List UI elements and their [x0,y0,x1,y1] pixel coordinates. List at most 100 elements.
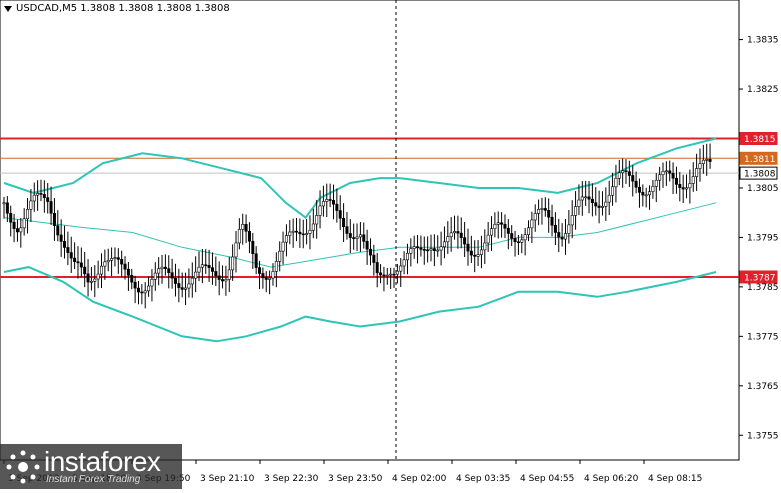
candle [173,263,177,297]
candle-body [483,242,487,251]
candle [247,222,251,254]
candle-body [9,212,13,223]
candle [600,191,604,216]
candle [617,159,621,186]
candle-body [405,252,409,261]
candle [288,220,292,245]
candle-body [321,201,325,207]
candle [513,230,517,257]
candle [486,221,490,252]
candle [402,251,406,275]
candle [446,221,450,254]
candle-body [126,268,130,276]
candle-body [550,216,554,226]
candle-body [194,271,198,279]
logo-tagline: Instant Forex Trading [46,474,141,485]
candle-body [143,290,147,294]
candle-body [553,225,557,233]
candle [355,223,359,252]
candle [574,191,578,230]
candle [611,172,615,206]
candle [207,249,211,282]
candle-body [671,173,675,179]
candle-body [557,232,561,238]
candle [627,160,631,187]
candle-body [627,171,631,176]
candle [184,272,188,306]
candle-body [584,196,588,199]
candle [345,211,349,240]
candle-body [590,198,594,204]
candle [325,183,329,218]
time-tick-label: 3 Sep 22:30 [264,474,319,484]
candle-body [641,192,645,196]
candle-body [103,261,107,267]
candle-body [59,234,63,242]
candle-body [116,257,120,260]
candle-body [674,177,678,185]
bollinger-upper-band [3,137,717,219]
candle-body [190,277,194,285]
candle [73,242,77,270]
candle-body [39,193,43,195]
candle [372,244,376,276]
collapse-triangle-icon[interactable] [4,5,12,12]
candle [321,185,325,217]
candle [641,184,645,207]
candle [46,183,50,214]
candle-body [449,232,453,237]
candle [258,260,262,290]
candle [274,252,278,288]
candle [516,234,520,256]
candle-body [490,228,494,236]
candle [590,183,594,217]
candle [268,270,272,295]
candle [32,182,36,212]
price-marker-box [739,151,778,165]
candle-body [29,200,33,210]
candle-body [163,266,167,269]
candle [399,258,403,287]
candle [654,173,658,203]
candle-body [419,247,423,250]
candle [204,249,208,274]
candle-body [244,224,248,232]
candle-body [113,257,117,259]
candle [419,235,423,257]
candle-body [93,278,97,282]
candle-body [197,266,201,273]
candle [120,250,124,278]
candle [624,159,628,184]
candle-body [530,219,534,229]
candle [136,280,140,305]
candle-body [668,170,672,174]
candle [308,215,312,250]
candle-body [150,279,154,287]
candle [681,174,685,203]
price-marker-box [739,131,778,145]
symbol-header: USDCAD,M5 1.3808 1.3808 1.3808 1.3808 [4,3,230,14]
candle-body [100,265,104,275]
candle-body [247,230,251,242]
logo-brand-text: instaforex [44,446,161,477]
candle-body [19,227,23,233]
candle [570,200,574,239]
candle [301,219,305,249]
candle-body [83,266,87,275]
candle [587,181,591,214]
candle [553,212,557,246]
bollinger-middle-band [3,202,717,268]
candle-body [56,225,60,236]
candle-body [617,172,621,179]
candle [701,144,705,174]
candle-body [442,241,446,248]
candle-body [106,259,110,263]
candle-body [86,273,90,283]
candle [490,216,494,251]
candle [217,261,221,296]
candle-body [429,248,433,251]
candle-body [295,230,299,233]
candle [2,196,6,219]
candle [234,230,238,273]
